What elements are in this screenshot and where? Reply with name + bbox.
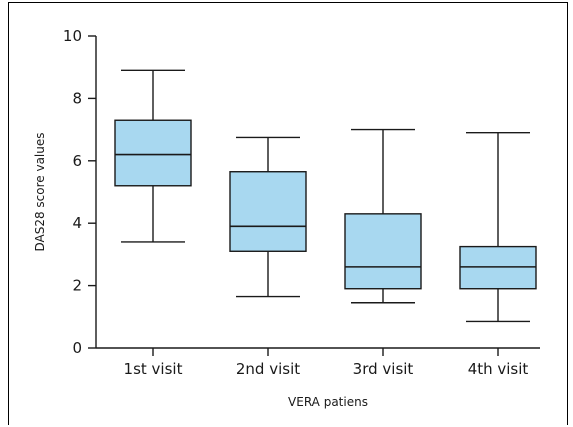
x-tick-label: 3rd visit: [353, 360, 414, 378]
box-3: [344, 128, 422, 304]
y-tick-label: 4: [72, 214, 82, 232]
x-tick-label: 4th visit: [468, 360, 529, 378]
box-iqr: [114, 119, 192, 187]
y-tick-label: 0: [72, 339, 82, 357]
figure-frame: [8, 2, 568, 425]
x-tick-label: 2nd visit: [236, 360, 300, 378]
boxes-group: [114, 69, 537, 323]
box-iqr: [229, 171, 307, 252]
x-ticks: 1st visit 2nd visit 3rd visit 4th visit: [124, 348, 529, 378]
y-axis-title: DAS28 score values: [33, 132, 47, 251]
y-ticks: 0 2 4 6 8 10: [63, 27, 96, 357]
y-tick-label: 6: [72, 152, 82, 170]
box-4: [459, 132, 537, 323]
y-tick-label: 2: [72, 277, 82, 295]
x-axis-title: VERA patiens: [288, 395, 368, 409]
y-tick-label: 8: [72, 89, 82, 107]
x-tick-label: 1st visit: [124, 360, 183, 378]
box-1: [114, 69, 192, 243]
box-iqr: [344, 213, 422, 290]
y-tick-label: 10: [63, 27, 82, 45]
box-2: [229, 136, 307, 298]
